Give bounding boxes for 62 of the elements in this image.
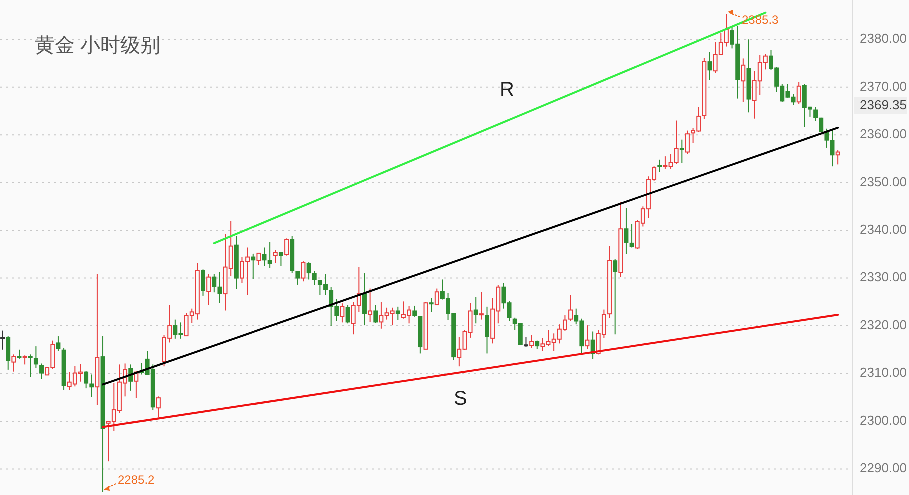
candlestick — [156, 396, 161, 418]
candlestick — [412, 305, 418, 318]
candlestick — [251, 253, 256, 280]
candlestick — [568, 294, 574, 322]
candlestick — [624, 208, 629, 255]
candlestick — [686, 130, 690, 155]
y-tick-label: 2330.00 — [860, 270, 907, 285]
candlestick — [524, 336, 528, 348]
candlestick — [90, 374, 94, 398]
y-tick-label: 2370.00 — [860, 78, 907, 94]
y-tick-label: 2360.00 — [860, 126, 907, 142]
candlestick — [530, 334, 534, 349]
candlestick — [22, 355, 28, 366]
candlestick — [201, 269, 206, 296]
candlestick — [56, 336, 61, 352]
candlestick — [396, 306, 400, 321]
candlestick — [40, 363, 44, 380]
candlestick — [658, 159, 662, 173]
candlestick — [429, 298, 434, 313]
candlestick — [340, 303, 345, 324]
candlestick — [708, 52, 712, 81]
candlestick — [374, 304, 378, 324]
candlestick — [28, 354, 33, 378]
y-tick-label: 2340.00 — [860, 222, 907, 237]
candlestick — [362, 273, 367, 326]
candlestick — [284, 238, 290, 256]
candlestick — [479, 292, 484, 320]
annotation: 2285.2 — [118, 473, 156, 487]
candlestick — [17, 349, 22, 360]
y-tick-label: 2310.00 — [860, 365, 907, 380]
candlestick — [296, 271, 300, 286]
candlestick — [368, 288, 373, 323]
candlestick — [256, 252, 262, 266]
candlestick — [836, 150, 840, 166]
candlestick — [12, 354, 16, 372]
candlestick — [613, 258, 618, 336]
candlestick — [34, 346, 38, 369]
candlestick — [278, 252, 284, 267]
y-tick-label: 2300.00 — [860, 412, 907, 428]
annotation: S — [454, 388, 468, 410]
y-tick-label: 2380.00 — [860, 31, 907, 46]
candlestick — [6, 336, 11, 370]
candlestick — [474, 296, 478, 324]
annotation: R — [500, 79, 514, 101]
candlestick — [796, 82, 802, 105]
candlestick — [84, 370, 89, 390]
candlestick — [585, 325, 590, 350]
y-tick-label: 2290.00 — [860, 460, 907, 476]
text: 黄金 小时级别 — [35, 35, 161, 57]
candlestick — [630, 224, 634, 248]
candlestick — [680, 139, 684, 164]
candlestick — [346, 304, 350, 324]
candlestick — [0, 330, 6, 350]
text: 2369.35 — [860, 97, 907, 112]
y-tick-label: 2320.00 — [860, 317, 907, 332]
candlestick — [741, 58, 746, 103]
candlestick — [273, 250, 278, 264]
candlestick — [301, 261, 306, 282]
candlestick — [485, 306, 490, 354]
candlestick — [206, 273, 212, 306]
y-tick-label: 2350.00 — [860, 174, 907, 190]
candlestick — [434, 288, 440, 306]
